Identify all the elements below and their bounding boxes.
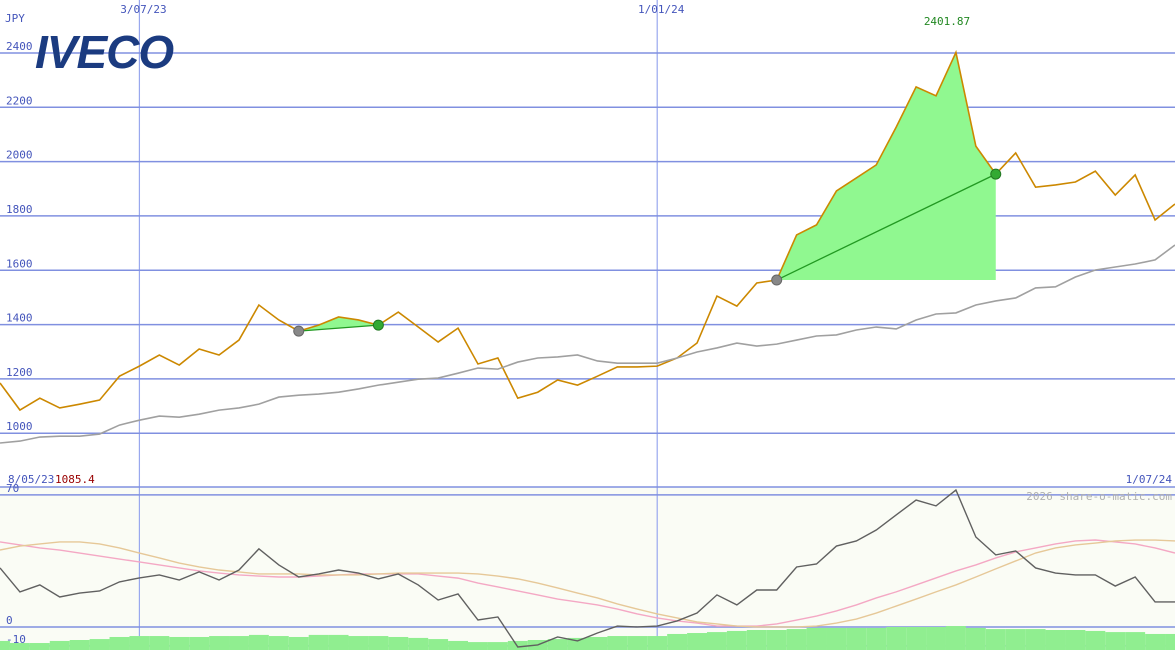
histogram-bar	[1085, 630, 1106, 650]
histogram-bar	[248, 634, 269, 650]
histogram-bar	[49, 640, 70, 650]
histogram-bar	[1025, 629, 1046, 650]
histogram-bar	[985, 629, 1006, 650]
y-tick-label: 1200	[6, 366, 33, 379]
histogram-bar	[169, 636, 190, 650]
histogram-bar	[328, 634, 349, 650]
series-line	[0, 539, 1175, 628]
histogram-bar	[627, 636, 648, 650]
trade-entry	[771, 274, 783, 286]
histogram-bar	[766, 630, 787, 650]
y-unit: JPY	[5, 12, 25, 25]
series-line	[0, 244, 1175, 444]
histogram-bar	[348, 636, 369, 650]
peak-value: 2401.87	[924, 15, 970, 28]
marks	[0, 49, 1175, 650]
end-date: 1/07/24	[1126, 473, 1173, 486]
histogram-bar	[507, 640, 528, 650]
histogram-bar	[109, 636, 130, 650]
histogram-bar	[89, 639, 110, 650]
histogram-bar	[149, 636, 170, 650]
histogram-bar	[0, 640, 10, 650]
histogram-bar	[826, 627, 847, 650]
histogram-bar	[965, 627, 986, 650]
histogram-bar	[1065, 630, 1086, 650]
histogram-bar	[945, 626, 966, 650]
watermark: 2026 share-o-matic.com	[1026, 490, 1172, 503]
histogram-bar	[29, 643, 50, 650]
histogram-bar	[806, 627, 827, 650]
histogram-bar	[288, 636, 309, 650]
x-tick-label: 1/01/24	[638, 3, 685, 16]
histogram-bar	[786, 629, 807, 650]
lower-panel	[0, 487, 1175, 650]
histogram-bar	[268, 636, 289, 650]
histogram-bar	[129, 636, 150, 650]
histogram-bar	[388, 636, 409, 650]
histogram-bar	[667, 633, 688, 650]
histogram-bar	[209, 636, 230, 650]
histogram-bar	[9, 643, 30, 650]
trade-exit	[372, 319, 384, 331]
histogram-bar	[368, 636, 389, 650]
y-tick-label: 1600	[6, 257, 33, 270]
y-tick-label: -10	[6, 633, 26, 646]
y-tick-label: 0	[6, 614, 13, 627]
histogram-bar	[866, 627, 887, 650]
series-line	[0, 539, 1175, 627]
y-tick-label: 2000	[6, 149, 33, 162]
trade-exit	[990, 168, 1002, 180]
low-value: 1085.4	[55, 473, 95, 486]
start-date: 8/05/23	[8, 473, 54, 486]
histogram-bar	[906, 626, 927, 650]
histogram-bar	[69, 640, 90, 650]
histogram-bar	[408, 637, 429, 650]
trade-area	[776, 52, 996, 281]
y-tick-label: 1000	[6, 420, 33, 433]
histogram-bar	[846, 627, 867, 650]
series-line	[0, 49, 1175, 412]
histogram-bar	[487, 642, 508, 650]
histogram-bar	[647, 636, 668, 650]
histogram-bar	[189, 636, 210, 650]
series-line	[0, 488, 1175, 648]
trade-entry	[293, 325, 305, 337]
histogram-bar	[926, 626, 946, 650]
histogram-bar	[726, 630, 747, 650]
y-tick-label: 70	[6, 482, 19, 495]
histogram-bar	[308, 634, 329, 650]
histogram-bar	[587, 636, 608, 650]
upper-panel	[0, 0, 1175, 487]
trade-line	[776, 173, 997, 281]
y-tick-label: 1400	[6, 312, 33, 325]
histogram-bar	[547, 639, 568, 650]
logo: IVECO	[35, 26, 174, 78]
histogram-bar	[687, 633, 707, 650]
histogram-bar	[886, 626, 907, 650]
histogram-bar	[1045, 630, 1066, 650]
histogram-bar	[607, 636, 628, 650]
x-tick-label: 3/07/23	[120, 3, 166, 16]
histogram-bar	[746, 630, 767, 650]
histogram-bar	[229, 636, 249, 650]
trade-line	[298, 324, 379, 332]
histogram-bar	[1005, 629, 1026, 650]
histogram-bar	[448, 640, 469, 650]
y-tick-label: 1800	[6, 203, 33, 216]
y-tick-label: 2400	[6, 40, 33, 53]
histogram-bar	[468, 642, 488, 650]
y-tick-label: 2200	[6, 94, 33, 107]
labels: 3/07/23 1/01/24 1000 1200 1400 1600 1800 2000 22…	[6, 3, 685, 646]
histogram-bar	[567, 637, 588, 650]
histogram-bar	[1165, 633, 1175, 650]
histogram-bar	[428, 639, 449, 650]
histogram-bar	[1105, 632, 1126, 650]
histogram-bar	[1125, 632, 1146, 650]
histogram-bar	[1145, 633, 1166, 650]
histogram-bar	[706, 632, 727, 650]
